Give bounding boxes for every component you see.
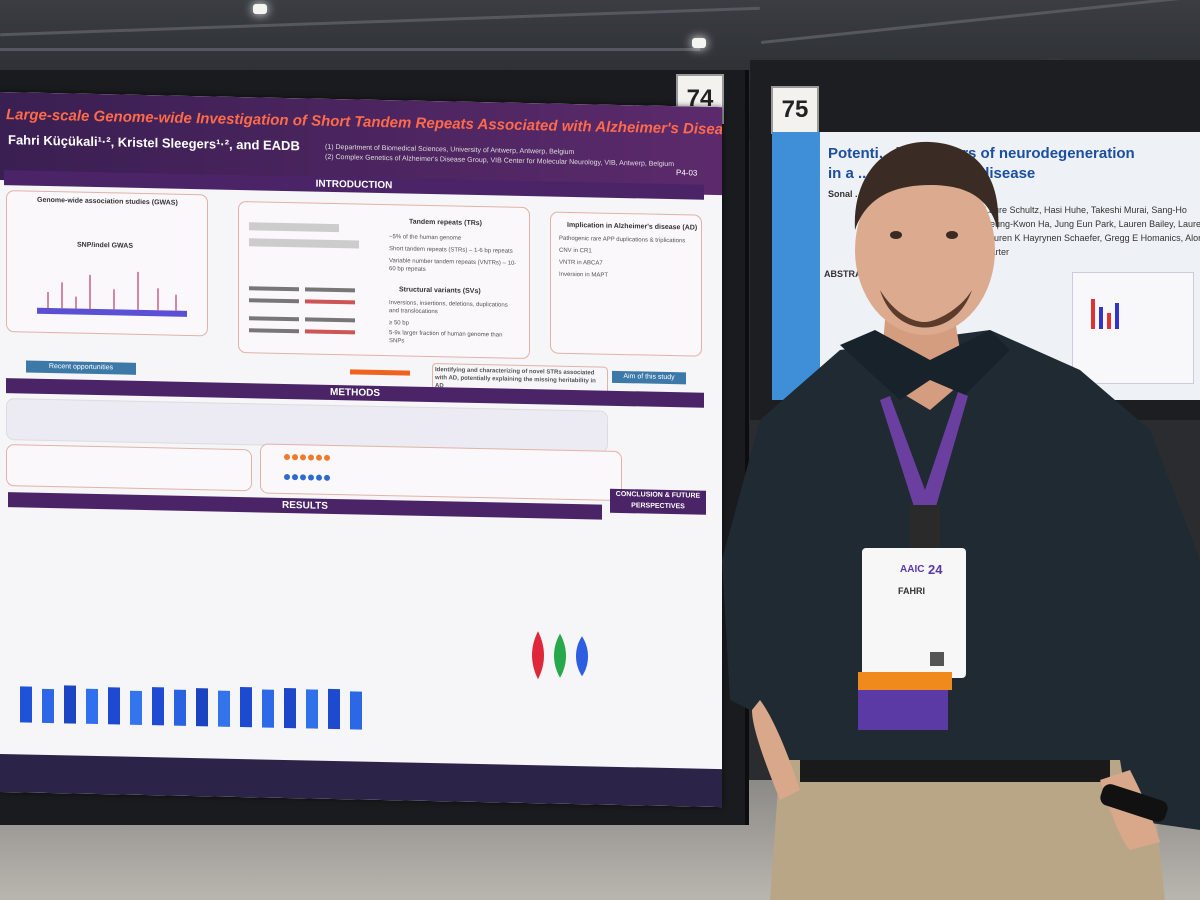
poster-right-title: Potenti... biomarkers of neurodegenerati…	[828, 144, 1135, 184]
methods-reference-panel	[6, 444, 252, 492]
intro-ad-box: Implication in Alzheimer's disease (AD) …	[550, 211, 702, 357]
manhattan-chrom	[328, 688, 340, 730]
poster-right-author: Sonal ...	[828, 189, 863, 199]
poster-right-title-line1: Potenti... biomarkers of neurodegenerati…	[828, 145, 1135, 162]
name-badge	[862, 548, 966, 678]
manhattan-chrom	[218, 690, 230, 727]
badge-purple-stripe	[858, 690, 948, 730]
orange-arrow	[350, 369, 410, 376]
manhattan-chrom	[130, 690, 142, 725]
ad-item-2: CNV in CR1	[559, 247, 592, 255]
sv-item-2: ≥ 50 bp	[389, 320, 409, 327]
ceiling-truss	[761, 0, 1199, 44]
poster-right-line: Lauren K Hayrynen Schaefer, Gregg E Homa…	[984, 233, 1200, 243]
belt	[800, 760, 1110, 782]
poster-right-title-line2: in a ... of Alzheimer's disease	[828, 165, 1036, 182]
violin-plot	[532, 631, 588, 680]
badge-qr-code	[930, 652, 944, 666]
methods-stages	[260, 443, 622, 502]
gwas-heading: Genome-wide association studies (GWAS)	[37, 196, 178, 207]
badge-name: FAHRI	[898, 586, 925, 596]
tr-item-3: Variable number tandem repeats (VNTRs) –…	[389, 258, 517, 273]
ceiling-truss	[0, 48, 700, 51]
stage-dots	[284, 454, 330, 481]
ad-heading: Implication in Alzheimer's disease (AD)	[567, 221, 698, 232]
manhattan-chrom	[262, 689, 274, 728]
manhattan-chrom	[86, 688, 98, 725]
manhattan-chrom	[20, 686, 32, 723]
manhattan-chrom	[306, 689, 318, 729]
poster-left: Large-scale Genome-wide Investigation of…	[0, 92, 722, 808]
ceiling-light	[253, 4, 267, 14]
badge-logo: AAIC	[900, 564, 924, 575]
sv-heading: Structural variants (SVs)	[399, 286, 481, 296]
poster-right-line: Seung-Kwon Ha, Jung Eun Park, Lauren Bai…	[984, 219, 1200, 229]
ceiling-truss	[0, 6, 760, 37]
manhattan-chrom	[152, 687, 164, 726]
manhattan-chrom	[108, 687, 120, 725]
tr-item-2: Short tandem repeats (STRs) – 1-6 bp rep…	[389, 246, 513, 255]
ad-item-3: VNTR in ABCA7	[559, 259, 603, 267]
mini-manhattan-plot	[37, 271, 187, 317]
section-conclusion: CONCLUSION & FUTURE PERSPECTIVES	[610, 488, 706, 515]
poster-right: Potenti... biomarkers of neurodegenerati…	[772, 132, 1200, 400]
poster-right-chart	[1091, 299, 1119, 329]
poster-affiliations: (1) Department of Biomedical Sciences, U…	[325, 143, 674, 170]
board-number-75: 75	[771, 86, 819, 134]
poster-authors: Fahri Küçükali¹·², Kristel Sleegers¹·², …	[8, 132, 300, 154]
ad-item-4: Inversion in MAPT	[559, 271, 609, 279]
manhattan-chrom	[174, 689, 186, 726]
poster-right-figure	[1072, 272, 1194, 384]
badge-orange-stripe	[858, 672, 952, 690]
poster-right-accent	[772, 132, 820, 400]
recent-opportunities-tag: Recent opportunities	[26, 360, 136, 375]
manhattan-chrom	[196, 688, 208, 727]
sv-item-1: Inversions, insertions, deletions, dupli…	[389, 300, 508, 316]
aim-tag: Aim of this study	[612, 370, 686, 385]
manhattan-plot	[20, 522, 380, 730]
manhattan-chrom	[42, 688, 54, 724]
tr-item-1: ~5% of the human genome	[389, 234, 462, 242]
manhattan-chrom	[240, 687, 252, 728]
intro-variants-box: Tandem repeats (TRs) ~5% of the human ge…	[238, 200, 530, 360]
variant-diagram	[249, 222, 359, 335]
manhattan-chrom	[64, 685, 76, 724]
intro-gwas-box: Genome-wide association studies (GWAS) S…	[6, 190, 208, 337]
sv-item-3: 5-9x larger fraction of human genome tha…	[389, 330, 503, 345]
snp-gwas-label: SNP/indel GWAS	[77, 241, 134, 250]
badge-year: 24	[928, 562, 943, 577]
poster-right-abstract-label: ABSTRA	[824, 269, 862, 279]
poster-right-line: Laure Schultz, Hasi Huhe, Takeshi Murai,…	[984, 205, 1187, 215]
poster-code: P4-03	[676, 168, 698, 178]
tr-heading: Tandem repeats (TRs)	[409, 218, 482, 228]
ceiling-light	[692, 38, 706, 48]
ad-item-1: Pathogenic rare APP duplications & tripl…	[559, 235, 686, 245]
lanyard-clip	[910, 505, 940, 550]
poster-right-line: Carter	[984, 247, 1010, 257]
manhattan-chrom	[350, 691, 362, 730]
manhattan-chrom	[284, 687, 296, 729]
